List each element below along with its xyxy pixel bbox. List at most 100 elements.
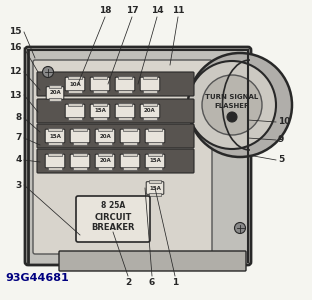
Bar [68, 76, 82, 79]
Bar [68, 116, 82, 119]
FancyBboxPatch shape [59, 251, 246, 271]
Text: 7: 7 [16, 134, 22, 142]
Circle shape [188, 53, 292, 157]
Text: 10: 10 [278, 118, 290, 127]
Text: 12: 12 [9, 68, 22, 76]
Bar [143, 103, 157, 106]
Text: 15A: 15A [49, 134, 61, 139]
FancyBboxPatch shape [25, 47, 251, 265]
Text: 17: 17 [126, 6, 138, 15]
FancyBboxPatch shape [140, 104, 160, 118]
FancyBboxPatch shape [90, 104, 110, 118]
Bar [148, 167, 162, 170]
Bar [48, 167, 62, 170]
Bar [68, 89, 82, 92]
Bar [123, 167, 137, 170]
FancyBboxPatch shape [45, 154, 65, 168]
Bar [118, 76, 132, 79]
Text: 15A: 15A [149, 158, 161, 164]
Text: 15: 15 [9, 28, 22, 37]
FancyBboxPatch shape [65, 104, 85, 118]
FancyBboxPatch shape [37, 99, 194, 123]
FancyBboxPatch shape [140, 77, 160, 91]
FancyBboxPatch shape [45, 129, 65, 143]
Bar [93, 89, 107, 92]
Text: 9: 9 [278, 136, 284, 145]
Bar [149, 180, 161, 183]
Bar [73, 128, 87, 130]
Bar [143, 89, 157, 92]
Bar [48, 128, 62, 130]
Bar [98, 128, 112, 130]
Bar [48, 152, 62, 155]
Circle shape [235, 223, 246, 233]
Bar [149, 193, 161, 196]
Text: 4: 4 [16, 155, 22, 164]
Bar [73, 167, 87, 170]
Text: 15A: 15A [94, 109, 106, 113]
FancyBboxPatch shape [33, 60, 212, 254]
Text: FLASHER: FLASHER [214, 103, 250, 109]
FancyBboxPatch shape [95, 129, 115, 143]
FancyBboxPatch shape [120, 154, 140, 168]
Text: 20A: 20A [99, 158, 111, 164]
Text: 20A: 20A [49, 91, 61, 95]
Bar [93, 116, 107, 119]
Bar [143, 116, 157, 119]
Bar [148, 152, 162, 155]
FancyBboxPatch shape [46, 87, 64, 99]
FancyBboxPatch shape [115, 104, 135, 118]
Text: 93G44681: 93G44681 [5, 273, 69, 283]
FancyBboxPatch shape [70, 129, 90, 143]
FancyBboxPatch shape [37, 72, 194, 96]
Circle shape [42, 67, 53, 77]
Text: 8 25A: 8 25A [101, 202, 125, 211]
Text: 2: 2 [125, 278, 131, 287]
Bar [123, 142, 137, 145]
Bar [49, 98, 61, 101]
Text: 18: 18 [99, 6, 111, 15]
FancyBboxPatch shape [145, 129, 165, 143]
Text: 3: 3 [16, 181, 22, 190]
Circle shape [188, 61, 276, 149]
Bar [98, 152, 112, 155]
FancyBboxPatch shape [120, 129, 140, 143]
Bar [93, 76, 107, 79]
Bar [73, 152, 87, 155]
FancyBboxPatch shape [90, 77, 110, 91]
Text: 16: 16 [9, 44, 22, 52]
Text: BREAKER: BREAKER [91, 224, 135, 232]
FancyBboxPatch shape [145, 154, 165, 168]
Bar [73, 142, 87, 145]
Text: TURN SIGNAL: TURN SIGNAL [205, 94, 259, 100]
Text: 13: 13 [9, 91, 22, 100]
Bar [118, 103, 132, 106]
Bar [98, 142, 112, 145]
Circle shape [227, 112, 237, 122]
Bar [148, 142, 162, 145]
Text: CIRCUIT: CIRCUIT [94, 214, 132, 223]
FancyBboxPatch shape [146, 182, 164, 194]
Bar [49, 85, 61, 88]
Text: 14: 14 [151, 6, 163, 15]
Bar [98, 167, 112, 170]
FancyBboxPatch shape [37, 124, 194, 148]
Bar [118, 116, 132, 119]
Text: 11: 11 [172, 6, 184, 15]
Circle shape [202, 75, 262, 135]
Text: 6: 6 [149, 278, 155, 287]
Bar [148, 128, 162, 130]
Bar [48, 142, 62, 145]
Bar [143, 76, 157, 79]
Bar [68, 103, 82, 106]
FancyBboxPatch shape [76, 196, 150, 242]
FancyBboxPatch shape [115, 77, 135, 91]
Bar [118, 89, 132, 92]
Bar [123, 128, 137, 130]
Bar [123, 152, 137, 155]
FancyBboxPatch shape [65, 77, 85, 91]
Text: 8: 8 [16, 113, 22, 122]
Text: 10A: 10A [69, 82, 81, 86]
Bar [93, 103, 107, 106]
Text: 1: 1 [172, 278, 178, 287]
